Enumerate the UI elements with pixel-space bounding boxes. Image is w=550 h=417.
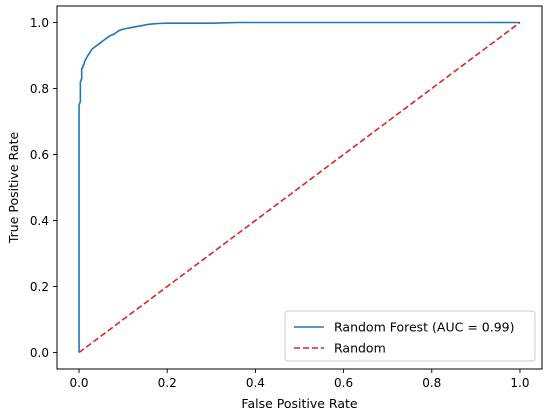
x-tick-label: 0.4 bbox=[246, 376, 265, 390]
y-tick-label: 0.4 bbox=[30, 214, 49, 228]
x-tick-label: 0.6 bbox=[334, 376, 353, 390]
x-tick-label: 0.8 bbox=[422, 376, 441, 390]
legend-label-random-forest: Random Forest (AUC = 0.99) bbox=[334, 320, 515, 335]
y-tick-label: 0.2 bbox=[30, 280, 49, 294]
y-tick-label: 0.6 bbox=[30, 148, 49, 162]
legend-label-random: Random bbox=[334, 341, 386, 356]
legend: Random Forest (AUC = 0.99) Random bbox=[284, 310, 536, 362]
y-axis-label: True Positive Rate bbox=[6, 132, 21, 245]
legend-box bbox=[284, 310, 536, 362]
x-tick-label: 0.2 bbox=[158, 376, 177, 390]
series-line-random-forest bbox=[78, 21, 520, 353]
y-tick-label: 0.8 bbox=[30, 82, 49, 96]
y-tick-label: 1.0 bbox=[30, 16, 49, 30]
y-axis-ticks: 0.0 0.2 0.4 0.6 0.8 1.0 bbox=[30, 16, 57, 360]
x-axis-ticks: 0.0 0.2 0.4 0.6 0.8 1.0 bbox=[69, 369, 530, 390]
x-tick-label: 0.0 bbox=[69, 376, 88, 390]
y-tick-label: 0.0 bbox=[30, 346, 49, 360]
series-line-random bbox=[78, 21, 521, 354]
curves-layer bbox=[78, 21, 521, 354]
x-tick-label: 1.0 bbox=[510, 376, 529, 390]
x-axis-label: False Positive Rate bbox=[241, 396, 357, 411]
